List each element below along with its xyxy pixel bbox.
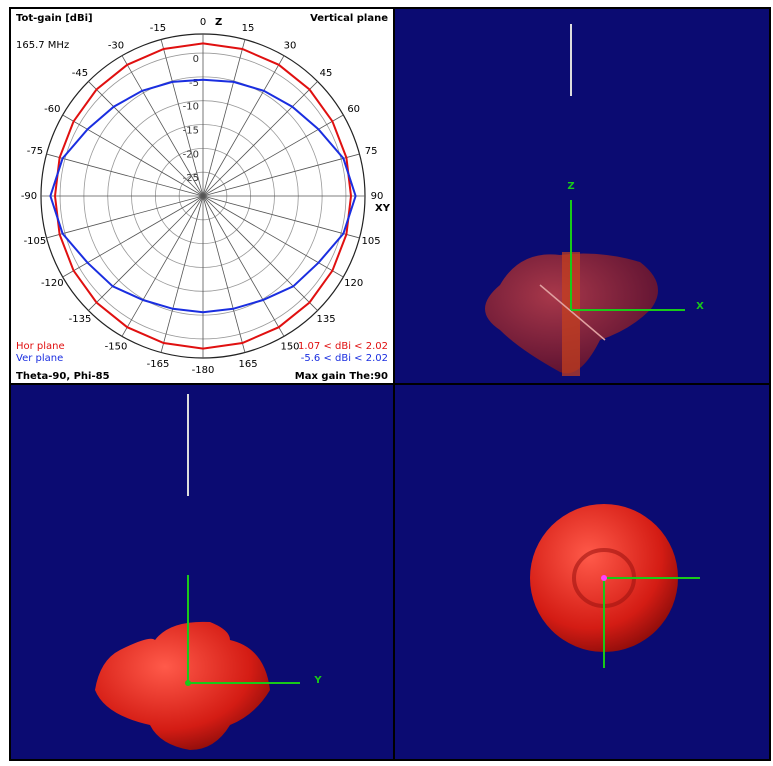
axis-label: XY [375,203,391,214]
grid-spoke [62,114,204,197]
pattern-line [49,78,357,314]
ring-label: -25 [183,173,199,184]
pattern-line [53,42,353,350]
footer-left: Theta-90, Phi-85 [16,371,110,382]
angle-label: 90 [371,191,384,202]
grid-spoke [88,195,204,311]
grid-spoke [202,81,318,197]
range-label: 1.07 < dBi < 2.02 [298,341,388,352]
axis-label: Y [313,675,322,686]
grid-spoke [121,195,204,337]
angle-label: -105 [24,236,47,247]
range-label: -5.6 < dBi < 2.02 [301,353,388,364]
plane-label: Vertical plane [310,13,388,24]
view-3d: Y [95,394,322,750]
grid-spoke [202,39,246,197]
angle-label: 135 [316,314,335,325]
polar-chart: -25 -20 -15 -10 -5 0 0 15 30 45 60 75 90 105 120 135 150… [16,17,391,376]
angle-label: -150 [105,342,128,353]
footer-right: Max gain The:90 [295,371,388,382]
ring-label: -15 [183,126,199,137]
axis-label: Z [215,17,222,28]
angle-label: -165 [147,359,170,370]
frequency: 165.7 MHz [16,40,69,51]
angle-label: -180 [192,365,215,376]
angle-label: -135 [69,314,92,325]
origin [185,680,191,686]
grid-spoke [160,195,204,353]
angle-label: -45 [72,68,88,79]
angle-label: -60 [44,104,60,115]
angle-label: -15 [150,23,166,34]
view-3d: Z X [485,24,704,376]
grid-spoke [202,195,344,278]
grid-spoke [202,195,285,337]
grid-spoke [202,114,344,197]
origin [601,575,607,581]
angle-label: -75 [27,146,43,157]
grid-spoke [202,195,360,239]
axis-label: X [696,301,704,312]
angle-label: 120 [344,278,363,289]
angle-label: -30 [108,40,124,51]
legend-entry: Ver plane [16,353,63,364]
grid-spoke [202,195,246,353]
radiation-pattern [95,621,270,750]
view-3d [530,504,700,668]
grid-spoke [202,153,360,197]
ring-label: -20 [183,149,199,160]
grid-spoke [202,195,318,311]
ring-label: 0 [193,54,199,65]
radiation-pattern [562,252,580,376]
legend-entry: Hor plane [16,341,65,352]
grid-spoke [46,153,204,197]
axis-line [539,284,606,341]
grid-spoke [88,81,204,197]
angle-label: 150 [280,342,299,353]
angle-label: 105 [362,236,381,247]
axis-label: Z [567,181,574,192]
angle-label: 15 [242,23,255,34]
grid-spoke [46,195,204,239]
ring-label: -5 [189,78,199,89]
angle-label: 45 [320,68,333,79]
grid-spoke [121,55,204,197]
angle-label: -90 [21,191,37,202]
ring-label: -10 [183,102,199,113]
angle-label: 0 [200,17,206,28]
grid-spoke [62,195,204,278]
angle-label: 60 [347,104,360,115]
angle-label: 75 [365,146,378,157]
angle-label: 165 [238,359,257,370]
plot-title: Tot-gain [dBi] [16,13,93,24]
grid-spoke [202,55,285,197]
grid-spoke [160,39,204,197]
angle-label: 30 [284,40,297,51]
angle-label: -120 [41,278,64,289]
